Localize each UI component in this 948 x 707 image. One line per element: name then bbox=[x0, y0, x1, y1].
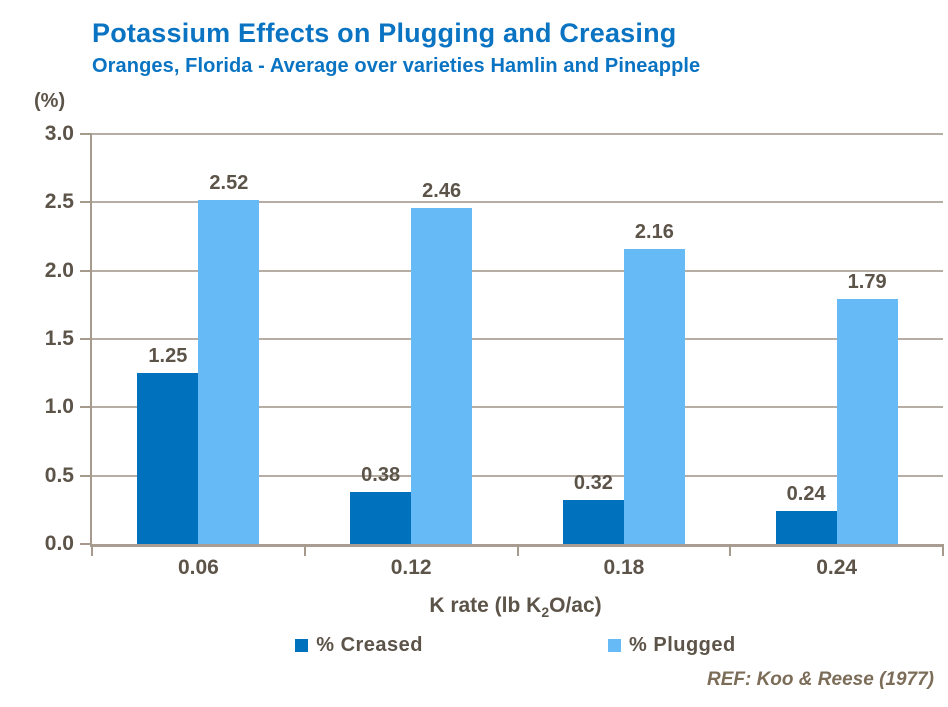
chart-subtitle: Oranges, Florida - Average over varietie… bbox=[92, 55, 701, 77]
x-axis-tick-label: 0.06 bbox=[177, 556, 219, 579]
bar-value-label: 2.46 bbox=[422, 179, 462, 202]
bar-creased bbox=[137, 373, 199, 544]
bar-value-label: 0.32 bbox=[573, 472, 613, 495]
bar-creased bbox=[775, 511, 837, 544]
bar-creased bbox=[350, 492, 412, 544]
x-axis-tick-mark bbox=[729, 544, 732, 556]
y-axis-tick-label: 2.5 bbox=[44, 190, 74, 214]
x-axis-tick-label: 0.12 bbox=[390, 556, 432, 579]
y-axis-tick-label: 3.0 bbox=[44, 122, 74, 145]
y-axis-unit-label: (%) bbox=[34, 90, 66, 112]
bar-plugged bbox=[198, 199, 260, 544]
y-axis-tick-mark bbox=[80, 133, 92, 135]
reference-citation: REF: Koo & Reese (1977) bbox=[706, 669, 934, 690]
y-axis-tick-label: 2.0 bbox=[44, 258, 74, 282]
legend-label: % Plugged bbox=[629, 634, 736, 656]
bar-value-label: 1.79 bbox=[847, 271, 887, 294]
gridline bbox=[92, 201, 943, 204]
x-axis-tick-mark bbox=[942, 544, 944, 556]
bar-value-label: 0.38 bbox=[361, 464, 401, 487]
gridline bbox=[92, 133, 943, 135]
legend-item-plugged: % Plugged bbox=[608, 634, 736, 657]
legend-item-creased: % Creased bbox=[295, 634, 423, 657]
y-axis-tick-label: 1.0 bbox=[44, 395, 74, 419]
bar-creased bbox=[562, 500, 624, 544]
x-axis-title: K rate (lb K2O/ac) bbox=[90, 594, 941, 620]
y-axis-tick-mark bbox=[80, 406, 92, 409]
bar-plugged bbox=[836, 299, 898, 544]
legend-swatch-icon bbox=[608, 639, 622, 652]
y-axis-tick-mark bbox=[80, 201, 92, 204]
x-axis-tick-label: 0.24 bbox=[816, 556, 858, 579]
x-axis-title-post: O/ac) bbox=[549, 594, 602, 617]
y-axis-tick-label: 1.5 bbox=[44, 327, 74, 350]
y-axis-tick-label: 0.5 bbox=[44, 463, 74, 487]
x-axis-tick-label: 0.18 bbox=[603, 556, 645, 579]
gridline bbox=[92, 338, 943, 340]
gridline bbox=[92, 269, 943, 272]
x-axis-title-pre: K rate (lb K bbox=[429, 594, 542, 617]
x-axis-tick-mark bbox=[516, 544, 519, 556]
bar-value-label: 0.24 bbox=[786, 483, 826, 506]
plot-area: 3.0 2.5 2.0 1.5 1.0 0.5 0.0 1.25 2.52 0.06 0.38 2.4… bbox=[45, 122, 944, 579]
chart-title: Potassium Effects on Plugging and Creasi… bbox=[92, 18, 677, 48]
x-axis-tick-mark bbox=[303, 544, 306, 556]
gridline bbox=[92, 406, 943, 409]
bar-value-label: 1.25 bbox=[148, 345, 188, 368]
y-axis-tick-mark bbox=[80, 269, 92, 272]
y-axis-tick-mark bbox=[80, 474, 92, 477]
y-axis-tick-label: 0.0 bbox=[44, 532, 74, 555]
y-axis-tick-mark bbox=[80, 543, 92, 545]
bar-value-label: 2.16 bbox=[634, 220, 674, 243]
bar-plugged bbox=[623, 248, 685, 544]
y-axis-tick-mark bbox=[80, 338, 92, 340]
bar-value-label: 2.52 bbox=[209, 171, 249, 194]
legend-label: % Creased bbox=[316, 634, 424, 656]
bar-plugged bbox=[411, 207, 473, 544]
legend-swatch-icon bbox=[295, 639, 309, 652]
legend: % Creased % Plugged bbox=[90, 634, 941, 657]
x-axis-title-subscript: 2 bbox=[541, 604, 550, 620]
gridline bbox=[92, 474, 943, 477]
x-axis-tick-mark bbox=[91, 544, 93, 556]
